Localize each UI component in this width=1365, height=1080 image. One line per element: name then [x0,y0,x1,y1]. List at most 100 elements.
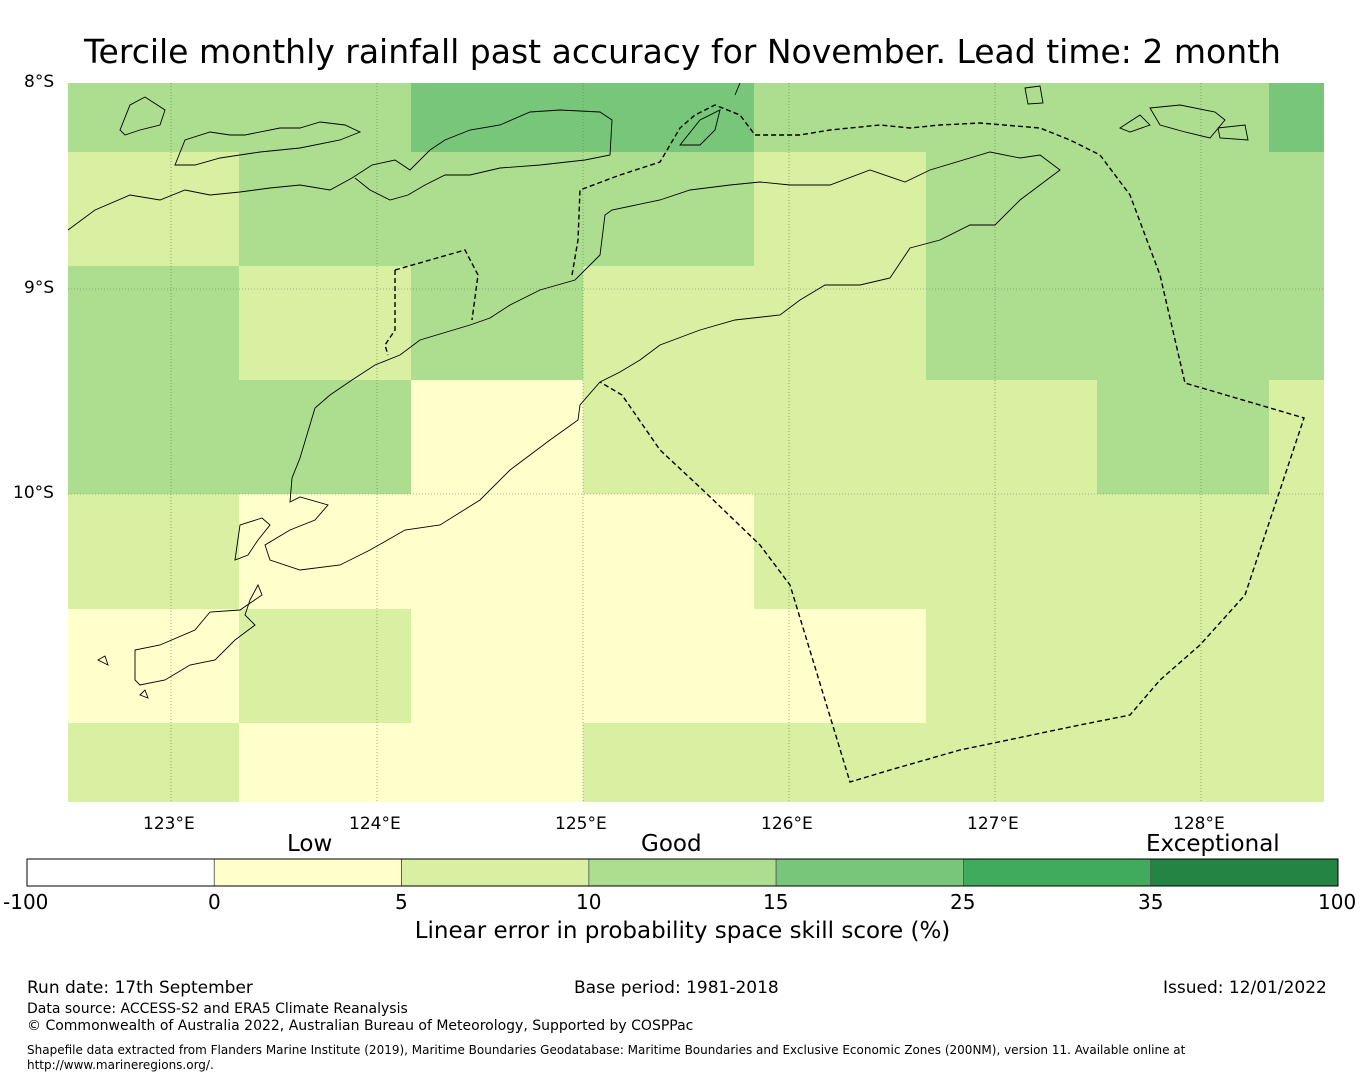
grid-cell-r1-c3 [583,152,754,266]
grid-cell-r3-c1 [239,380,411,494]
grid-cell-r0-c6 [1097,83,1269,152]
cb-tick-5: 5 [395,890,408,914]
coastlines [67,82,1249,699]
grid-cell-r1-c4 [754,152,926,266]
colorbar-segment-2 [401,858,590,887]
lon-label-128e: 128°E [1173,814,1225,834]
grid-cell-r3-c7 [1269,380,1324,494]
skill-grid [68,83,1324,802]
grid-cell-r4-c1 [239,494,411,609]
grid-cell-r2-c6 [1097,266,1269,380]
colorbar-frame [26,858,1339,887]
grid-cell-r0-c1 [239,83,411,152]
grid-cell-r1-c6 [1097,152,1269,266]
grid-cell-r5-c5 [926,609,1097,723]
grid-cell-r4-c3 [583,494,754,609]
shapefile-credit: Shapefile data extracted from Flanders M… [27,1043,1186,1072]
north-coastline-islets [119,96,362,166]
grid-cell-r2-c4 [754,266,926,380]
grid-cell-r5-c2 [411,609,583,723]
grid-cell-r2-c0 [68,266,239,380]
cb-tick-35: 35 [1138,890,1164,914]
grid-cell-r0-c2 [411,83,583,152]
category-low: Low [287,831,333,857]
grid-cell-r1-c7 [1269,152,1324,266]
grid-cell-r4-c2 [411,494,583,609]
colorbar-label: Linear error in probability space skill … [414,918,951,944]
lon-label-124e: 124°E [349,814,401,834]
colorbar-segment-1 [213,858,402,887]
grid-cell-r2-c1 [239,266,411,380]
grid-cell-r6-c5 [926,723,1097,802]
colorbar [26,858,1339,887]
lon-label-127e: 127°E [967,814,1019,834]
graticule [68,83,1324,802]
eez-boundary [384,104,1305,783]
grid-cell-r6-c3 [583,723,754,802]
grid-cell-r5-c0 [68,609,239,723]
grid-cell-r5-c1 [239,609,411,723]
grid-cell-r2-c3 [583,266,754,380]
lat-label-9s: 9°S [24,278,55,298]
grid-cell-r6-c1 [239,723,411,802]
grid-cell-r2-c5 [926,266,1097,380]
colorbar-segment-0 [26,858,215,887]
grid-cell-r4-c0 [68,494,239,609]
issued-date: Issued: 12/01/2022 [1163,978,1327,998]
grid-cell-r6-c6 [1097,723,1269,802]
grid-cell-r1-c1 [239,152,411,266]
data-source: Data source: ACCESS-S2 and ERA5 Climate … [27,1001,408,1017]
cb-tick-10: 10 [576,890,602,914]
category-good: Good [641,831,702,857]
base-period: Base period: 1981-2018 [574,978,779,998]
colorbar-segment-6 [1150,858,1339,887]
lon-label-125e: 125°E [555,814,607,834]
grid-cell-r3-c0 [68,380,239,494]
cb-tick-15: 15 [763,890,789,914]
grid-cell-r3-c6 [1097,380,1269,494]
sawu-coastline [97,583,263,699]
lat-label-10s: 10°S [13,483,54,503]
cb-tick-100: 100 [1318,890,1357,914]
grid-cell-r2-c7 [1269,266,1324,380]
chart-title: Tercile monthly rainfall past accuracy f… [84,32,1281,71]
cb-tick-neg100: -100 [3,890,49,914]
grid-cell-r0-c3 [583,83,754,152]
grid-cell-r2-c2 [411,266,583,380]
lon-label-126e: 126°E [761,814,813,834]
grid-cell-r3-c3 [583,380,754,494]
cb-tick-25: 25 [950,890,976,914]
grid-cell-r6-c2 [411,723,583,802]
colorbar-segment-5 [963,858,1152,887]
grid-cell-r6-c7 [1269,723,1324,802]
grid-cell-r5-c7 [1269,609,1324,723]
grid-cell-r0-c4 [754,83,926,152]
grid-cell-r4-c5 [926,494,1097,609]
grid-cell-r3-c4 [754,380,926,494]
alor-coastline [1119,104,1249,141]
grid-cell-r3-c2 [411,380,583,494]
grid-cell-r1-c2 [411,152,583,266]
timor-coastline [264,151,1061,571]
grid-cell-r5-c4 [754,609,926,723]
grid-cell-r5-c3 [583,609,754,723]
wetar-coastline [679,82,1044,146]
grid-cell-r4-c7 [1269,494,1324,609]
grid-cell-r0-c0 [68,83,239,152]
cb-tick-0: 0 [208,890,221,914]
run-date: Run date: 17th September [27,978,253,998]
grid-cell-r4-c4 [754,494,926,609]
rote-coastline [234,517,271,561]
grid-cell-r1-c0 [68,152,239,266]
grid-cell-r0-c5 [926,83,1097,152]
copyright: © Commonwealth of Australia 2022, Austra… [27,1018,694,1034]
grid-cell-r0-c7 [1269,83,1324,152]
lat-label-8s: 8°S [24,72,55,92]
colorbar-segment-3 [588,858,777,887]
grid-cell-r4-c6 [1097,494,1269,609]
grid-cell-r6-c0 [68,723,239,802]
grid-cell-r3-c5 [926,380,1097,494]
colorbar-segment-4 [775,858,964,887]
lon-label-123e: 123°E [143,814,195,834]
